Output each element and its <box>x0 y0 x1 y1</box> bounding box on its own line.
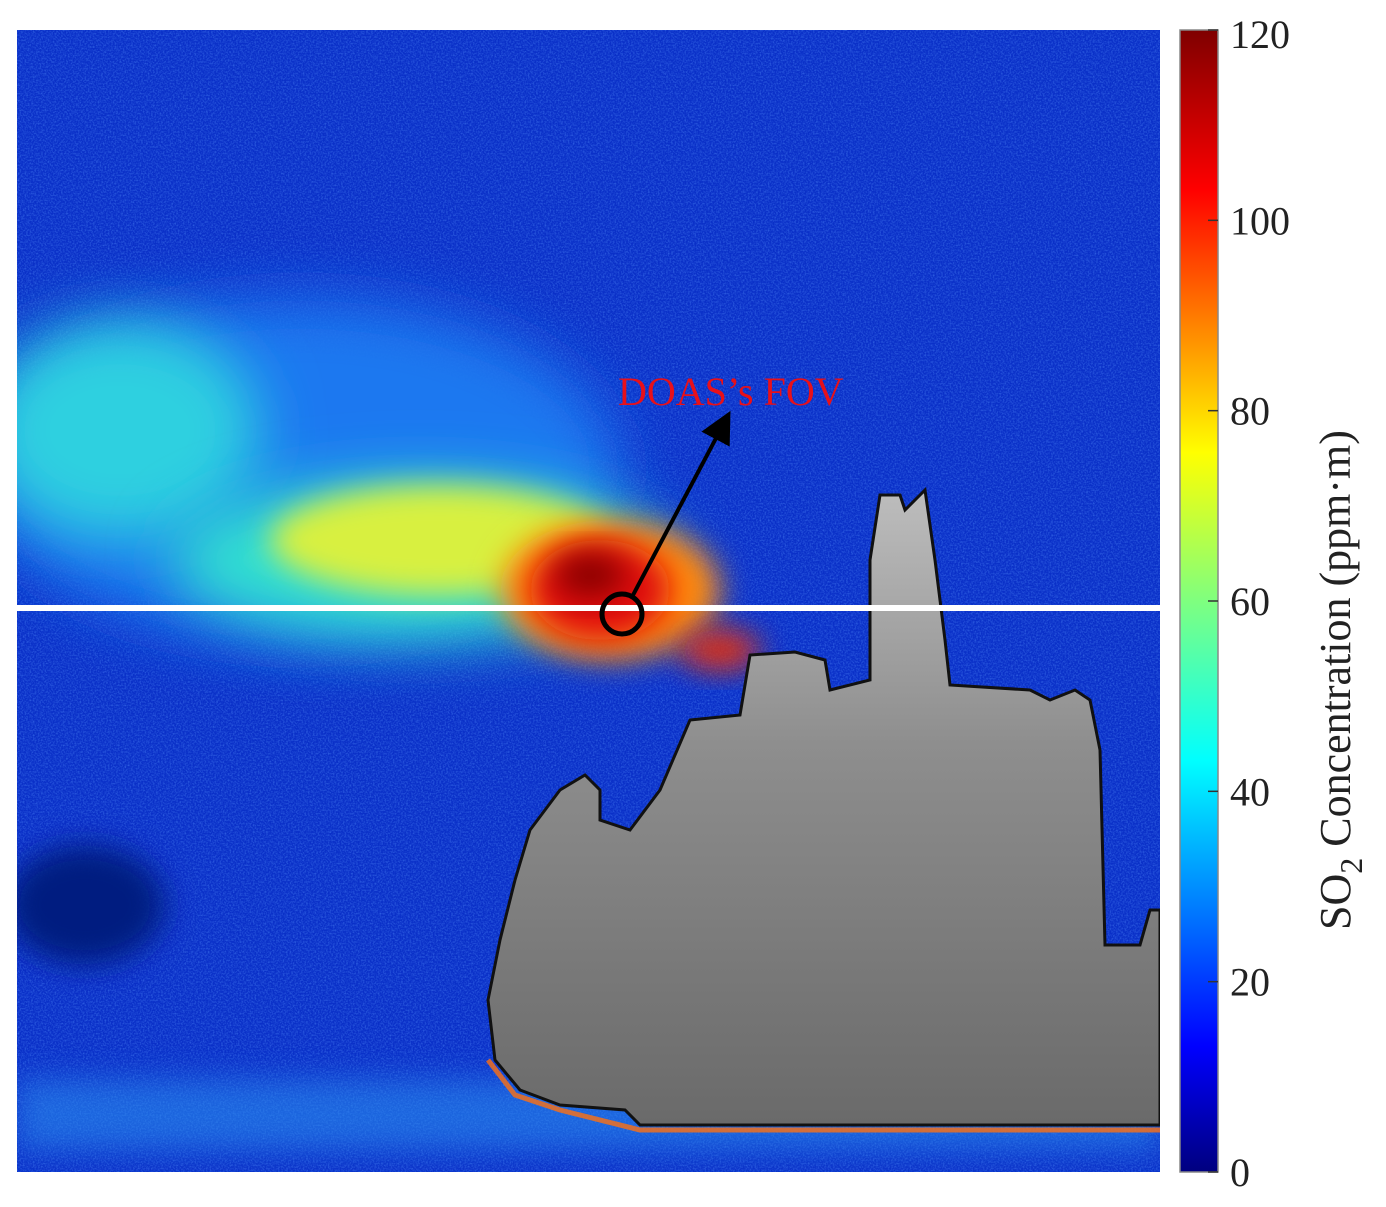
plume-peak <box>555 553 625 597</box>
plume-left-cyan <box>17 320 260 540</box>
doas-fov-circle <box>599 591 645 637</box>
colorbar-title-subscript: 2 <box>1333 858 1369 874</box>
colorbar-tick-label: 20 <box>1230 960 1270 1005</box>
colorbar-title-rest: Concentration (ppm·m) <box>1311 430 1360 858</box>
ship <box>486 486 1160 1127</box>
colorbar-tick-label: 0 <box>1230 1150 1250 1195</box>
colorbar-tick-label: 60 <box>1230 579 1270 624</box>
ship-edge-glow <box>486 1058 1160 1133</box>
colorbar-tick-label: 80 <box>1230 389 1270 434</box>
colorbar-title: SO2 Concentration (ppm·m) <box>1311 430 1369 930</box>
colorbar-title-main: SO <box>1311 874 1360 930</box>
doas-fov-label: DOAS’s FOV <box>618 369 844 414</box>
plume <box>17 300 1160 1150</box>
colorbar-tick-label: 120 <box>1230 12 1290 57</box>
colorbar-tick-label: 100 <box>1230 198 1290 243</box>
plume-tail <box>680 630 760 670</box>
dark-patch <box>17 845 165 965</box>
colorbar-ticks: 0 20 40 60 80 100 120 <box>1208 12 1290 1195</box>
colorbar: 0 20 40 60 80 100 120 SO2 Concentration (ppm·m… <box>1179 12 1369 1195</box>
colorbar-tick-label: 40 <box>1230 769 1270 814</box>
doas-fov-arrow <box>630 410 731 598</box>
so2-image <box>17 30 1160 1172</box>
